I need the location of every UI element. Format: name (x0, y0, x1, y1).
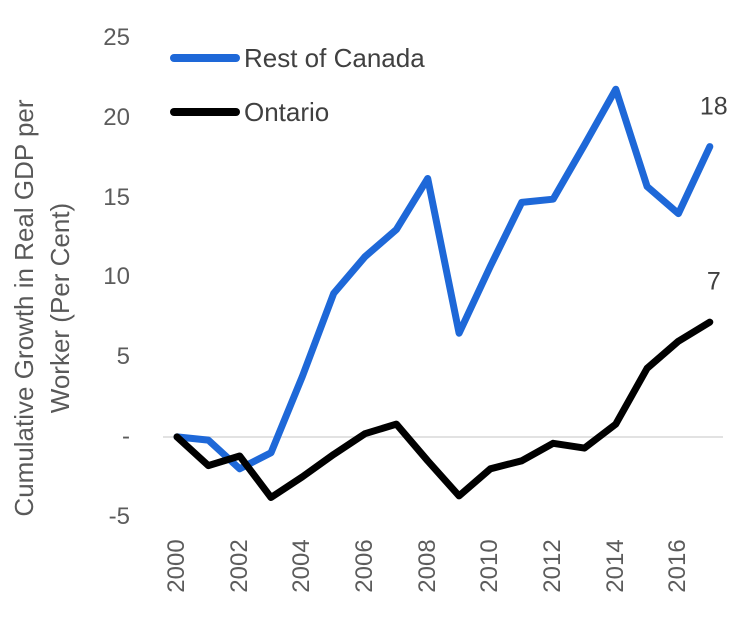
y-tick-label: - (122, 422, 130, 450)
x-tick-label: 2008 (413, 539, 441, 593)
y-tick-label: -5 (108, 502, 130, 530)
legend-item-rest-of-canada: Rest of Canada (170, 40, 425, 76)
rest-of-canada-end-label: 18 (699, 92, 728, 121)
x-tick-label: 2000 (163, 539, 190, 593)
x-tick-label: 2004 (288, 539, 316, 593)
y-tick-label: 25 (103, 24, 130, 52)
ontario-line (173, 318, 714, 501)
legend: Rest of Canada Ontario (170, 40, 425, 148)
rest-of-canada-line (173, 85, 714, 473)
x-tick-label: 2010 (476, 539, 504, 593)
ontario-swatch (170, 108, 240, 116)
legend-item-ontario: Ontario (170, 94, 425, 130)
y-tick-label: 10 (103, 263, 130, 291)
y-axis-title-line1: Cumulative Growth in Real GDP per (9, 99, 39, 517)
x-tick-label: 2002 (225, 539, 253, 593)
rest-of-canada-swatch (170, 54, 240, 62)
y-tick-label: 20 (103, 103, 130, 131)
ontario-end-label: 7 (706, 267, 721, 296)
y-tick-label: 15 (103, 183, 130, 211)
x-tick-label: 2014 (601, 539, 629, 593)
x-tick-label: 2006 (351, 539, 379, 593)
rest-of-canada-legend-label: Rest of Canada (244, 42, 425, 73)
y-axis-title: Cumulative Growth in Real GDP per Worker… (6, 58, 78, 558)
y-axis-title-line2: Worker (Per Cent) (45, 202, 75, 414)
ontario-legend-label: Ontario (244, 96, 330, 127)
x-tick-label: 2012 (539, 539, 567, 593)
y-tick-label: 5 (116, 343, 130, 371)
x-tick-label: 2016 (664, 539, 692, 593)
